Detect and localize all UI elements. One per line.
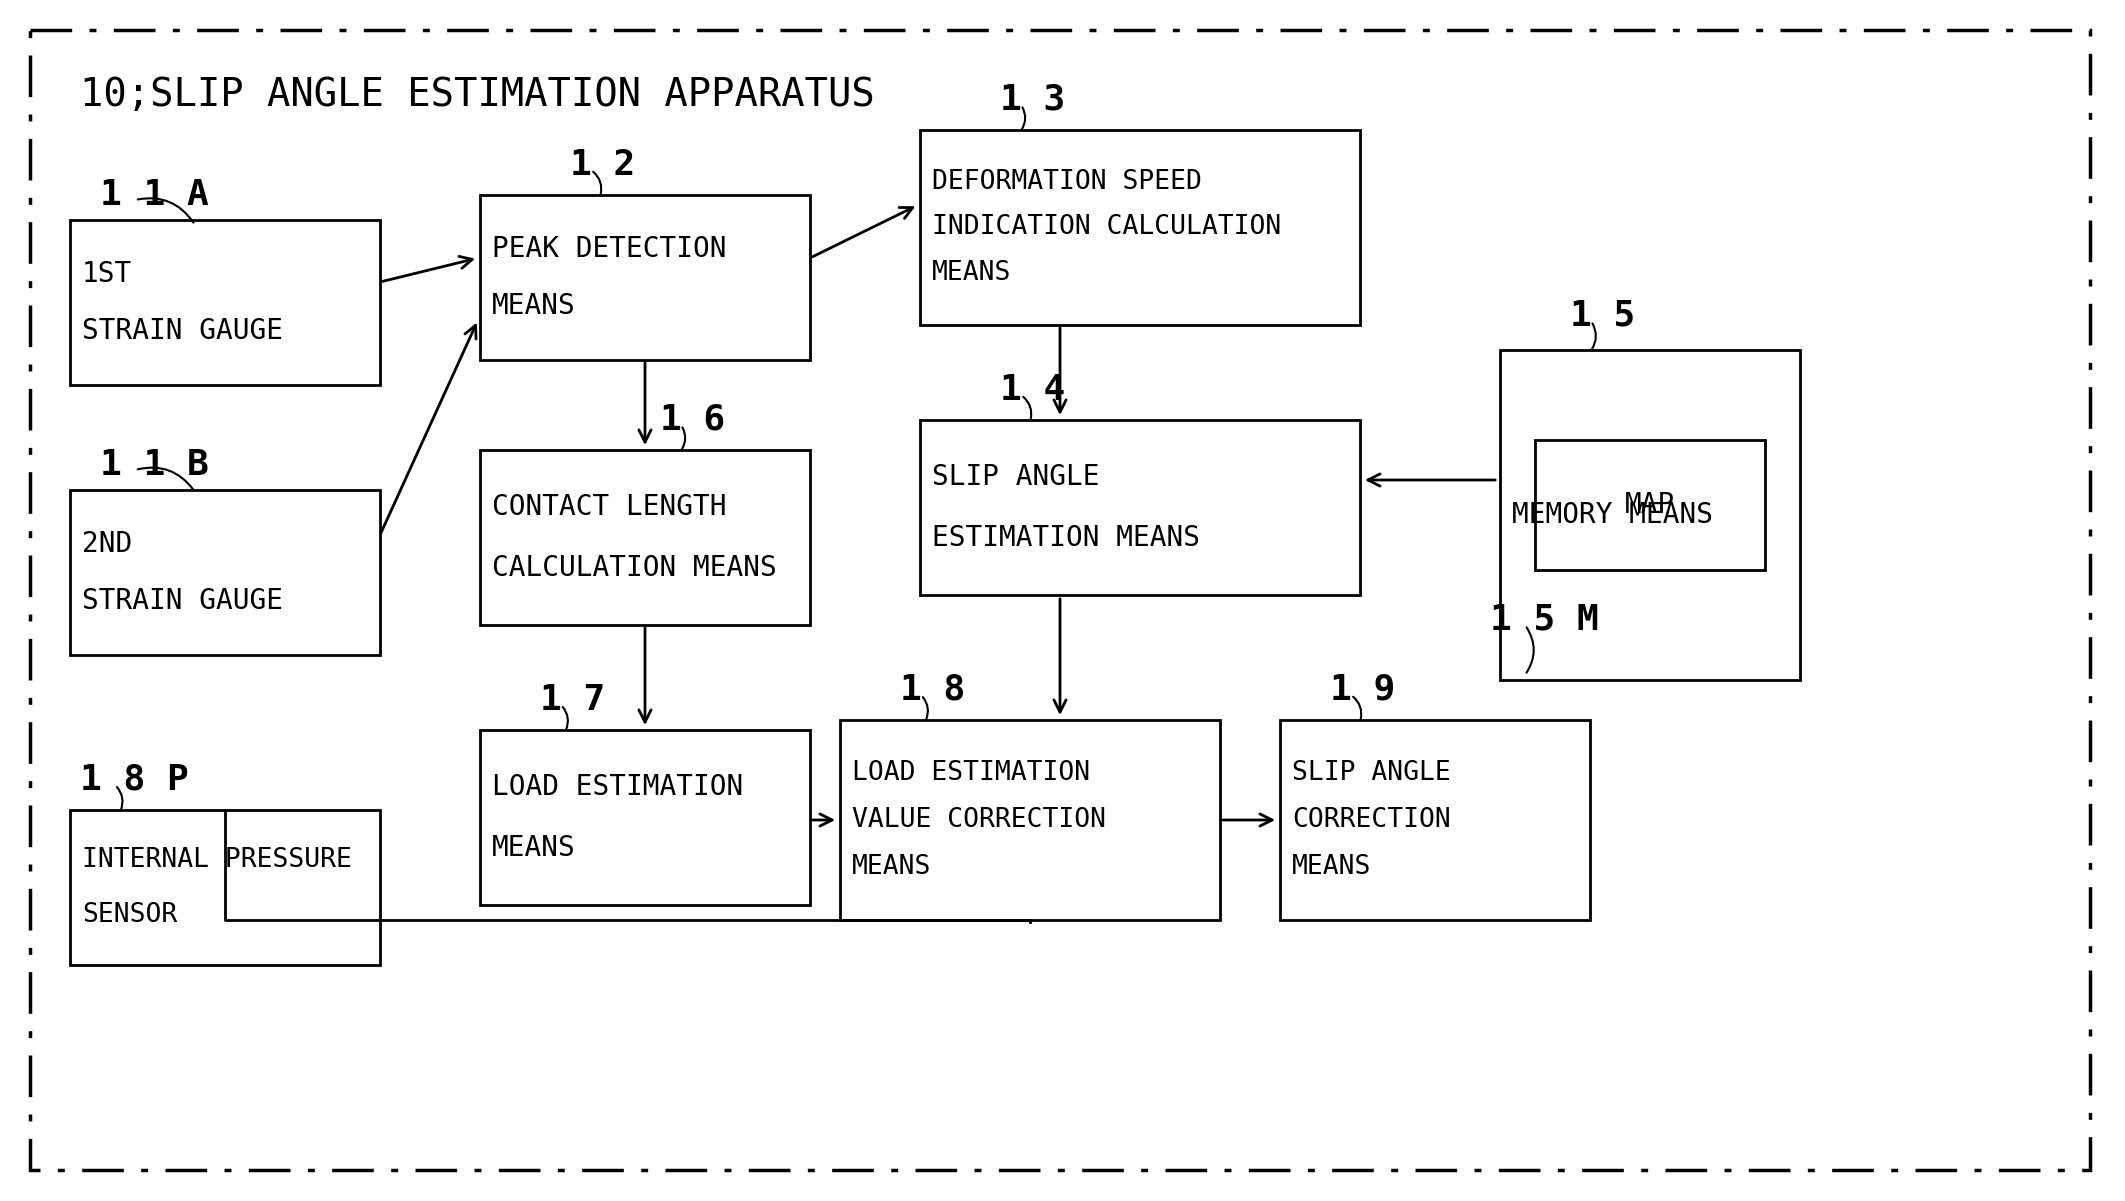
Text: INDICATION CALCULATION: INDICATION CALCULATION (933, 215, 1281, 240)
Text: 1 5: 1 5 (1570, 299, 1636, 333)
Text: STRAIN GAUGE: STRAIN GAUGE (83, 587, 283, 615)
Text: DEFORMATION SPEED: DEFORMATION SPEED (933, 169, 1203, 195)
Text: STRAIN GAUGE: STRAIN GAUGE (83, 317, 283, 346)
Bar (839, 721, 1220, 920)
Text: PEAK DETECTION: PEAK DETECTION (493, 234, 727, 263)
Bar (920, 420, 1360, 594)
Text: MEANS: MEANS (493, 835, 576, 862)
Text: INTERNAL PRESSURE: INTERNAL PRESSURE (83, 848, 353, 873)
Text: SENSOR: SENSOR (83, 902, 176, 927)
Text: MEANS: MEANS (1292, 854, 1371, 879)
Text: 1 5 M: 1 5 M (1490, 603, 1598, 637)
Bar (70, 490, 380, 655)
Text: 1 2: 1 2 (570, 148, 635, 183)
Text: 1 6: 1 6 (661, 404, 725, 437)
Bar (480, 450, 810, 625)
Bar (70, 220, 380, 386)
Bar (70, 809, 380, 964)
Text: 1 3: 1 3 (1001, 83, 1065, 116)
Text: MAP: MAP (1626, 491, 1674, 519)
Bar (1500, 349, 1800, 680)
Text: MEANS: MEANS (493, 292, 576, 321)
Bar (480, 730, 810, 906)
Text: 1 7: 1 7 (540, 683, 606, 717)
Text: 10;SLIP ANGLE ESTIMATION APPARATUS: 10;SLIP ANGLE ESTIMATION APPARATUS (81, 76, 876, 114)
Text: SLIP ANGLE: SLIP ANGLE (933, 462, 1099, 491)
Text: MEMORY MEANS: MEMORY MEANS (1513, 501, 1713, 528)
Text: CALCULATION MEANS: CALCULATION MEANS (493, 554, 778, 582)
Text: 1 1 B: 1 1 B (100, 448, 208, 482)
Bar (1534, 440, 1766, 570)
Text: SLIP ANGLE: SLIP ANGLE (1292, 760, 1451, 787)
Text: LOAD ESTIMATION: LOAD ESTIMATION (493, 773, 744, 801)
Text: 1 8 P: 1 8 P (81, 763, 189, 797)
Bar (480, 195, 810, 360)
Text: LOAD ESTIMATION: LOAD ESTIMATION (852, 760, 1090, 787)
Text: ESTIMATION MEANS: ESTIMATION MEANS (933, 524, 1201, 552)
Text: VALUE CORRECTION: VALUE CORRECTION (852, 807, 1105, 833)
Bar (1279, 721, 1590, 920)
Text: CONTACT LENGTH: CONTACT LENGTH (493, 492, 727, 521)
Text: 1 9: 1 9 (1330, 673, 1396, 707)
Text: 1 1 A: 1 1 A (100, 178, 208, 213)
Text: 1 4: 1 4 (1001, 374, 1065, 407)
Text: MEANS: MEANS (852, 854, 931, 879)
Text: 1 8: 1 8 (901, 673, 965, 707)
Text: CORRECTION: CORRECTION (1292, 807, 1451, 833)
Bar (920, 130, 1360, 325)
Text: MEANS: MEANS (933, 259, 1012, 286)
Text: 1ST: 1ST (83, 259, 132, 287)
Text: 2ND: 2ND (83, 530, 132, 557)
